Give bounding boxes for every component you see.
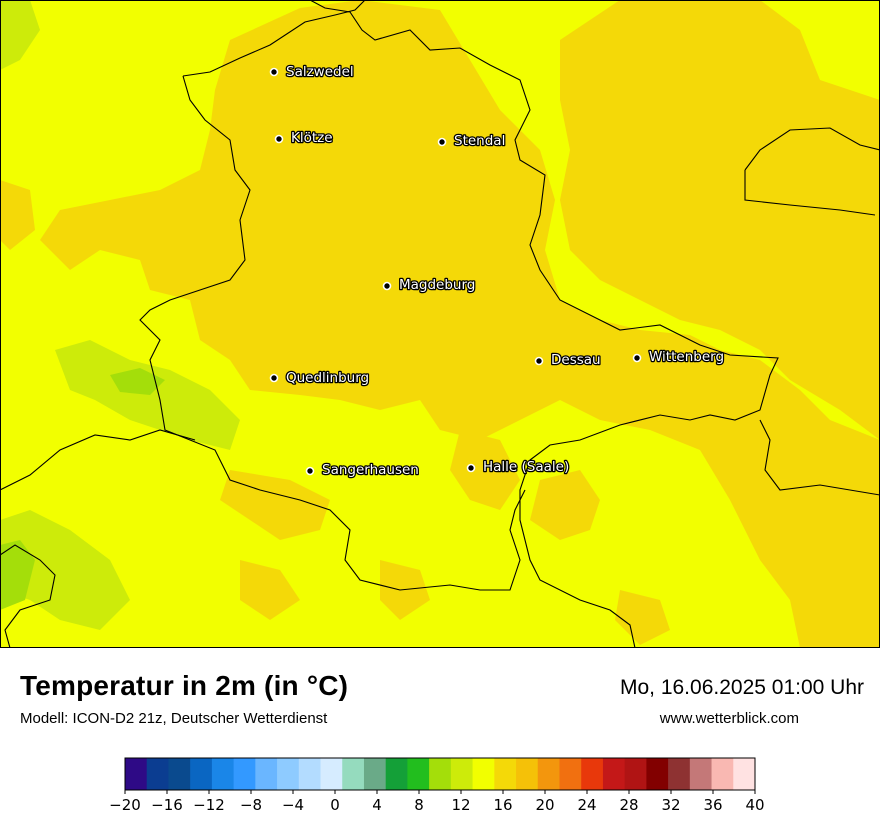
legend-swatch [602, 758, 626, 790]
legend-tick-label: 0 [330, 796, 340, 814]
city-dessau: Dessau [534, 351, 602, 369]
temperature-map: Salzwedel Klötze Stendal Magdeburg Dessa… [0, 0, 880, 648]
legend-tick-label: 4 [372, 796, 382, 814]
city-wittenberg: Wittenberg [632, 348, 725, 366]
legend-swatch [211, 758, 235, 790]
legend-tick-label: −16 [151, 796, 183, 814]
legend-tick-label: 12 [451, 796, 470, 814]
city-dot [382, 281, 392, 291]
city-dot [534, 356, 544, 366]
legend-swatch [450, 758, 473, 790]
city-label: Halle (Saale) [483, 459, 569, 475]
legend-ticks: −20 −16 −12 −8 −4 0 4 8 12 16 20 24 28 32 36 40 [109, 790, 765, 814]
legend-tick-label: 8 [414, 796, 424, 814]
legend-swatch [190, 758, 213, 790]
legend-tick-label: −12 [193, 796, 225, 814]
legend-swatch [125, 758, 148, 790]
legend-swatch [668, 758, 691, 790]
city-kloetze: Klötze [274, 129, 334, 147]
city-dot [269, 67, 279, 77]
legend-swatch [711, 758, 734, 790]
city-halle: Halle (Saale) [466, 458, 571, 476]
legend-swatch [494, 758, 517, 790]
map-title: Temperatur in 2m (in °C) [20, 670, 349, 701]
city-dot [269, 373, 279, 383]
legend-tick-label: 28 [619, 796, 638, 814]
legend-swatch [320, 758, 343, 790]
legend-tick-label: −20 [109, 796, 141, 814]
legend-swatch [516, 758, 539, 790]
model-info: Modell: ICON-D2 21z, Deutscher Wetterdie… [20, 710, 328, 727]
website-link[interactable]: www.wetterblick.com [659, 710, 799, 727]
legend-tick-label: 16 [493, 796, 512, 814]
legend-swatch [168, 758, 191, 790]
legend-swatch [233, 758, 256, 790]
legend-swatch [646, 758, 669, 790]
legend-swatch [559, 758, 582, 790]
city-dot [632, 353, 642, 363]
legend-swatch [472, 758, 495, 790]
legend-swatch [429, 758, 452, 790]
city-salzwedel: Salzwedel [269, 63, 355, 81]
legend-tick-label: 20 [535, 796, 554, 814]
city-sangerhausen: Sangerhausen [305, 461, 420, 479]
state-borders [0, 0, 880, 648]
legend-swatch [581, 758, 604, 790]
legend-swatch [255, 758, 278, 790]
city-label: Wittenberg [649, 349, 724, 365]
city-label: Sangerhausen [322, 462, 419, 478]
city-label: Klötze [291, 130, 333, 146]
legend-swatches [125, 758, 756, 790]
forecast-datetime: Mo, 16.06.2025 01:00 Uhr [619, 676, 864, 699]
city-dot [466, 463, 476, 473]
city-stendal: Stendal [437, 132, 507, 150]
cool-zones [0, 0, 240, 630]
city-magdeburg: Magdeburg [382, 276, 477, 294]
city-label: Magdeburg [399, 277, 475, 293]
legend-tick-label: −8 [240, 796, 262, 814]
warm-zones [0, 0, 880, 648]
legend-swatch [146, 758, 169, 790]
color-scale-legend: −20 −16 −12 −8 −4 0 4 8 12 16 20 24 28 32 36 40 [109, 757, 765, 814]
legend-tick-label: 40 [745, 796, 764, 814]
legend-swatch [624, 758, 647, 790]
city-label: Dessau [551, 352, 601, 368]
city-label: Quedlinburg [286, 370, 369, 386]
legend-swatch [385, 758, 408, 790]
city-dot [305, 466, 315, 476]
legend-tick-label: −4 [282, 796, 304, 814]
city-dot [274, 134, 284, 144]
legend-swatch [733, 758, 756, 790]
legend-swatch [537, 758, 560, 790]
legend-frame [124, 757, 756, 791]
legend-swatch [298, 758, 321, 790]
city-quedlinburg: Quedlinburg [269, 369, 370, 387]
legend-swatch [363, 758, 387, 790]
city-dot [437, 137, 447, 147]
city-label: Salzwedel [286, 64, 354, 80]
legend-swatch [689, 758, 712, 790]
city-label: Stendal [454, 133, 505, 149]
legend-tick-label: 32 [661, 796, 680, 814]
cold-zones [0, 368, 165, 610]
legend-swatch [277, 758, 300, 790]
legend-tick-label: 24 [577, 796, 596, 814]
legend-swatch [407, 758, 430, 790]
legend-swatch [342, 758, 365, 790]
legend-tick-label: 36 [703, 796, 722, 814]
